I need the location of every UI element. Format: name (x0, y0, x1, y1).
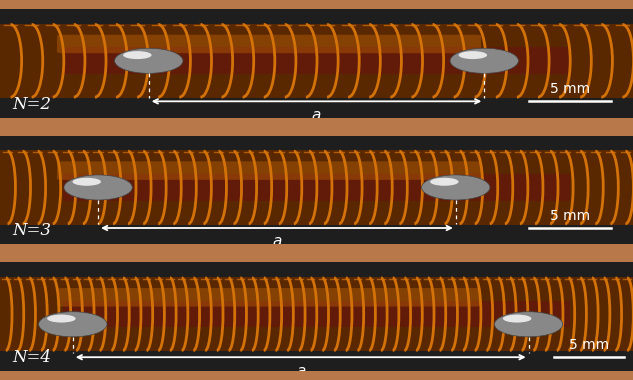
FancyBboxPatch shape (57, 288, 481, 307)
Ellipse shape (430, 178, 458, 186)
Text: 5 mm: 5 mm (549, 209, 590, 223)
Ellipse shape (479, 62, 513, 69)
Ellipse shape (458, 51, 487, 59)
Ellipse shape (450, 188, 484, 195)
Text: a: a (272, 234, 282, 249)
Text: 5 mm: 5 mm (549, 82, 590, 96)
FancyBboxPatch shape (57, 35, 481, 53)
Ellipse shape (92, 188, 127, 195)
Ellipse shape (143, 62, 177, 69)
Ellipse shape (123, 51, 152, 59)
Ellipse shape (494, 312, 563, 337)
Text: a: a (312, 108, 321, 123)
Bar (63, 174, 570, 201)
Bar (63, 301, 570, 328)
Ellipse shape (422, 175, 490, 200)
Ellipse shape (450, 48, 518, 73)
Bar (0, 0, 633, 9)
Bar (63, 48, 570, 74)
Ellipse shape (72, 178, 101, 186)
Bar (0, 24, 633, 98)
Ellipse shape (64, 175, 132, 200)
Ellipse shape (503, 315, 531, 323)
Ellipse shape (523, 325, 557, 332)
Bar (0, 277, 633, 352)
Bar (0, 127, 633, 136)
Text: 5 mm: 5 mm (568, 338, 609, 352)
Bar (0, 253, 633, 262)
Ellipse shape (47, 315, 76, 323)
Ellipse shape (39, 312, 107, 337)
Text: N=3: N=3 (13, 222, 52, 239)
Text: a: a (296, 364, 305, 378)
FancyBboxPatch shape (57, 162, 481, 180)
Bar (0, 244, 633, 253)
Bar (0, 371, 633, 380)
Ellipse shape (115, 48, 183, 73)
Bar (0, 150, 633, 225)
Text: N=4: N=4 (13, 349, 52, 366)
Ellipse shape (67, 325, 101, 332)
Text: N=2: N=2 (13, 96, 52, 113)
Bar (0, 118, 633, 127)
